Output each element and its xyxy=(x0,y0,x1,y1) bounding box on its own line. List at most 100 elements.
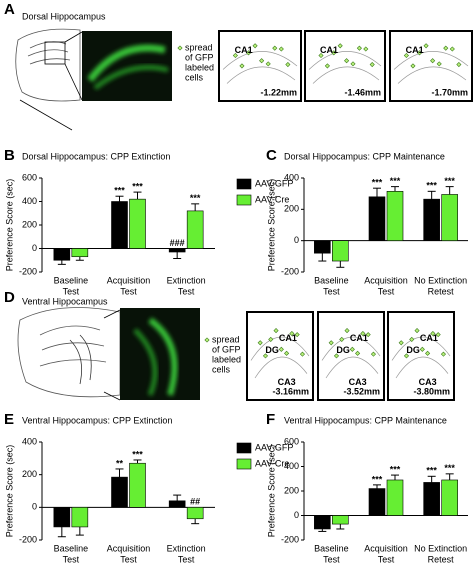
legend-text: labeled xyxy=(185,62,214,72)
chart-title: Ventral Hippocampus: CPP Extinction xyxy=(22,415,172,425)
error-bar xyxy=(133,459,142,464)
legend-text: of GFP xyxy=(212,344,241,354)
micrograph-a xyxy=(82,31,172,101)
marker-diamond xyxy=(333,353,340,359)
error-bar xyxy=(318,253,327,262)
x-tick-label: Baseline xyxy=(54,543,89,553)
bar xyxy=(441,194,458,241)
section-outline xyxy=(250,336,310,379)
marker-diamond xyxy=(409,336,415,342)
x-tick-label: Retest xyxy=(428,554,455,564)
x-tick-label: Test xyxy=(120,554,137,564)
error-bar xyxy=(391,474,399,480)
section-level: -3.80mm xyxy=(413,386,450,396)
x-tick-label: Test xyxy=(378,554,395,564)
y-tick-label: 200 xyxy=(22,219,37,229)
error-bar xyxy=(336,261,345,268)
marker-diamond xyxy=(204,337,210,343)
marker-diamond xyxy=(285,61,291,68)
significance-label: *** xyxy=(444,463,455,473)
bar xyxy=(332,515,349,525)
marker-diamond xyxy=(410,63,416,69)
marker-diamond xyxy=(278,46,284,52)
significance-label: *** xyxy=(426,466,437,476)
marker-diamond xyxy=(414,328,420,334)
panel-title: Dorsal Hippocampus xyxy=(22,11,106,21)
section-level: -3.16mm xyxy=(272,386,309,396)
bar xyxy=(441,479,458,516)
section-level: -1.22mm xyxy=(260,87,297,97)
legend-text: cells xyxy=(212,364,231,374)
bar xyxy=(129,462,146,508)
x-tick-label: Test xyxy=(178,554,195,564)
chart-title: Dorsal Hippocampus: CPP Extinction xyxy=(22,151,170,161)
bar xyxy=(129,198,146,249)
legend-text: spread xyxy=(212,334,240,344)
marker-diamond xyxy=(272,45,278,51)
panel-title: Ventral Hippocampus xyxy=(22,296,108,306)
marker-diamond xyxy=(252,43,258,49)
y-tick-label: 400 xyxy=(284,172,299,182)
significance-label: *** xyxy=(372,474,383,484)
y-tick-label: 400 xyxy=(22,436,37,446)
marker-diamond xyxy=(257,340,263,346)
marker-diamond xyxy=(403,52,409,59)
marker-diamond xyxy=(239,63,245,69)
y-tick-label: -200 xyxy=(19,266,37,276)
y-tick-label: 600 xyxy=(284,436,299,446)
bar xyxy=(332,240,349,262)
region-label: CA3 xyxy=(278,377,296,387)
marker-diamond xyxy=(435,332,441,338)
x-tick-label: Test xyxy=(63,554,80,564)
panel-letter: A xyxy=(4,1,15,18)
error-bar xyxy=(57,260,66,265)
error-bar xyxy=(427,190,436,200)
significance-label: *** xyxy=(390,464,401,474)
y-tick-label: 400 xyxy=(284,461,299,471)
bar xyxy=(386,191,404,241)
x-tick-label: Baseline xyxy=(54,275,89,285)
panel-letter: C xyxy=(266,147,277,164)
error-bar xyxy=(373,187,381,197)
region-label: CA1 xyxy=(420,333,438,343)
section-box xyxy=(387,311,455,401)
legend-text: spread xyxy=(185,42,213,52)
y-tick-label: 200 xyxy=(22,469,37,479)
y-tick-label: 0 xyxy=(32,502,37,512)
region-label: CA1 xyxy=(320,45,338,55)
marker-diamond xyxy=(339,336,345,342)
section-outline xyxy=(321,336,381,379)
marker-diamond xyxy=(289,331,295,337)
significance-label: ** xyxy=(116,458,124,468)
bar xyxy=(386,479,404,516)
significance-label: *** xyxy=(390,176,401,186)
error-bar xyxy=(336,524,345,530)
section-outline xyxy=(308,51,382,84)
y-tick-label: 200 xyxy=(284,204,299,214)
x-tick-label: Test xyxy=(323,554,340,564)
legend-label: AAV-Cre xyxy=(255,194,289,204)
legend-text: of GFP xyxy=(185,52,214,62)
marker-diamond xyxy=(273,328,279,334)
error-bar xyxy=(115,195,124,202)
region-label: DG xyxy=(336,345,350,355)
significance-label: *** xyxy=(190,193,201,203)
marker-diamond xyxy=(440,351,446,357)
bar xyxy=(186,507,204,520)
error-bar xyxy=(57,526,66,538)
marker-diamond xyxy=(328,340,334,346)
section-outline xyxy=(222,51,298,84)
x-tick-label: No Extinction xyxy=(414,543,467,553)
bar xyxy=(423,482,440,516)
marker-diamond xyxy=(344,58,350,64)
bar xyxy=(186,210,204,249)
x-tick-label: Baseline xyxy=(314,275,349,285)
legend-swatch xyxy=(236,178,252,190)
error-bar xyxy=(191,203,200,211)
y-tick-label: 600 xyxy=(22,172,37,182)
y-axis-label: Preference Score (sec) xyxy=(4,179,14,272)
error-bar xyxy=(445,186,454,195)
marker-diamond xyxy=(337,43,343,49)
error-bar xyxy=(173,252,182,259)
legend-swatch xyxy=(236,458,252,470)
